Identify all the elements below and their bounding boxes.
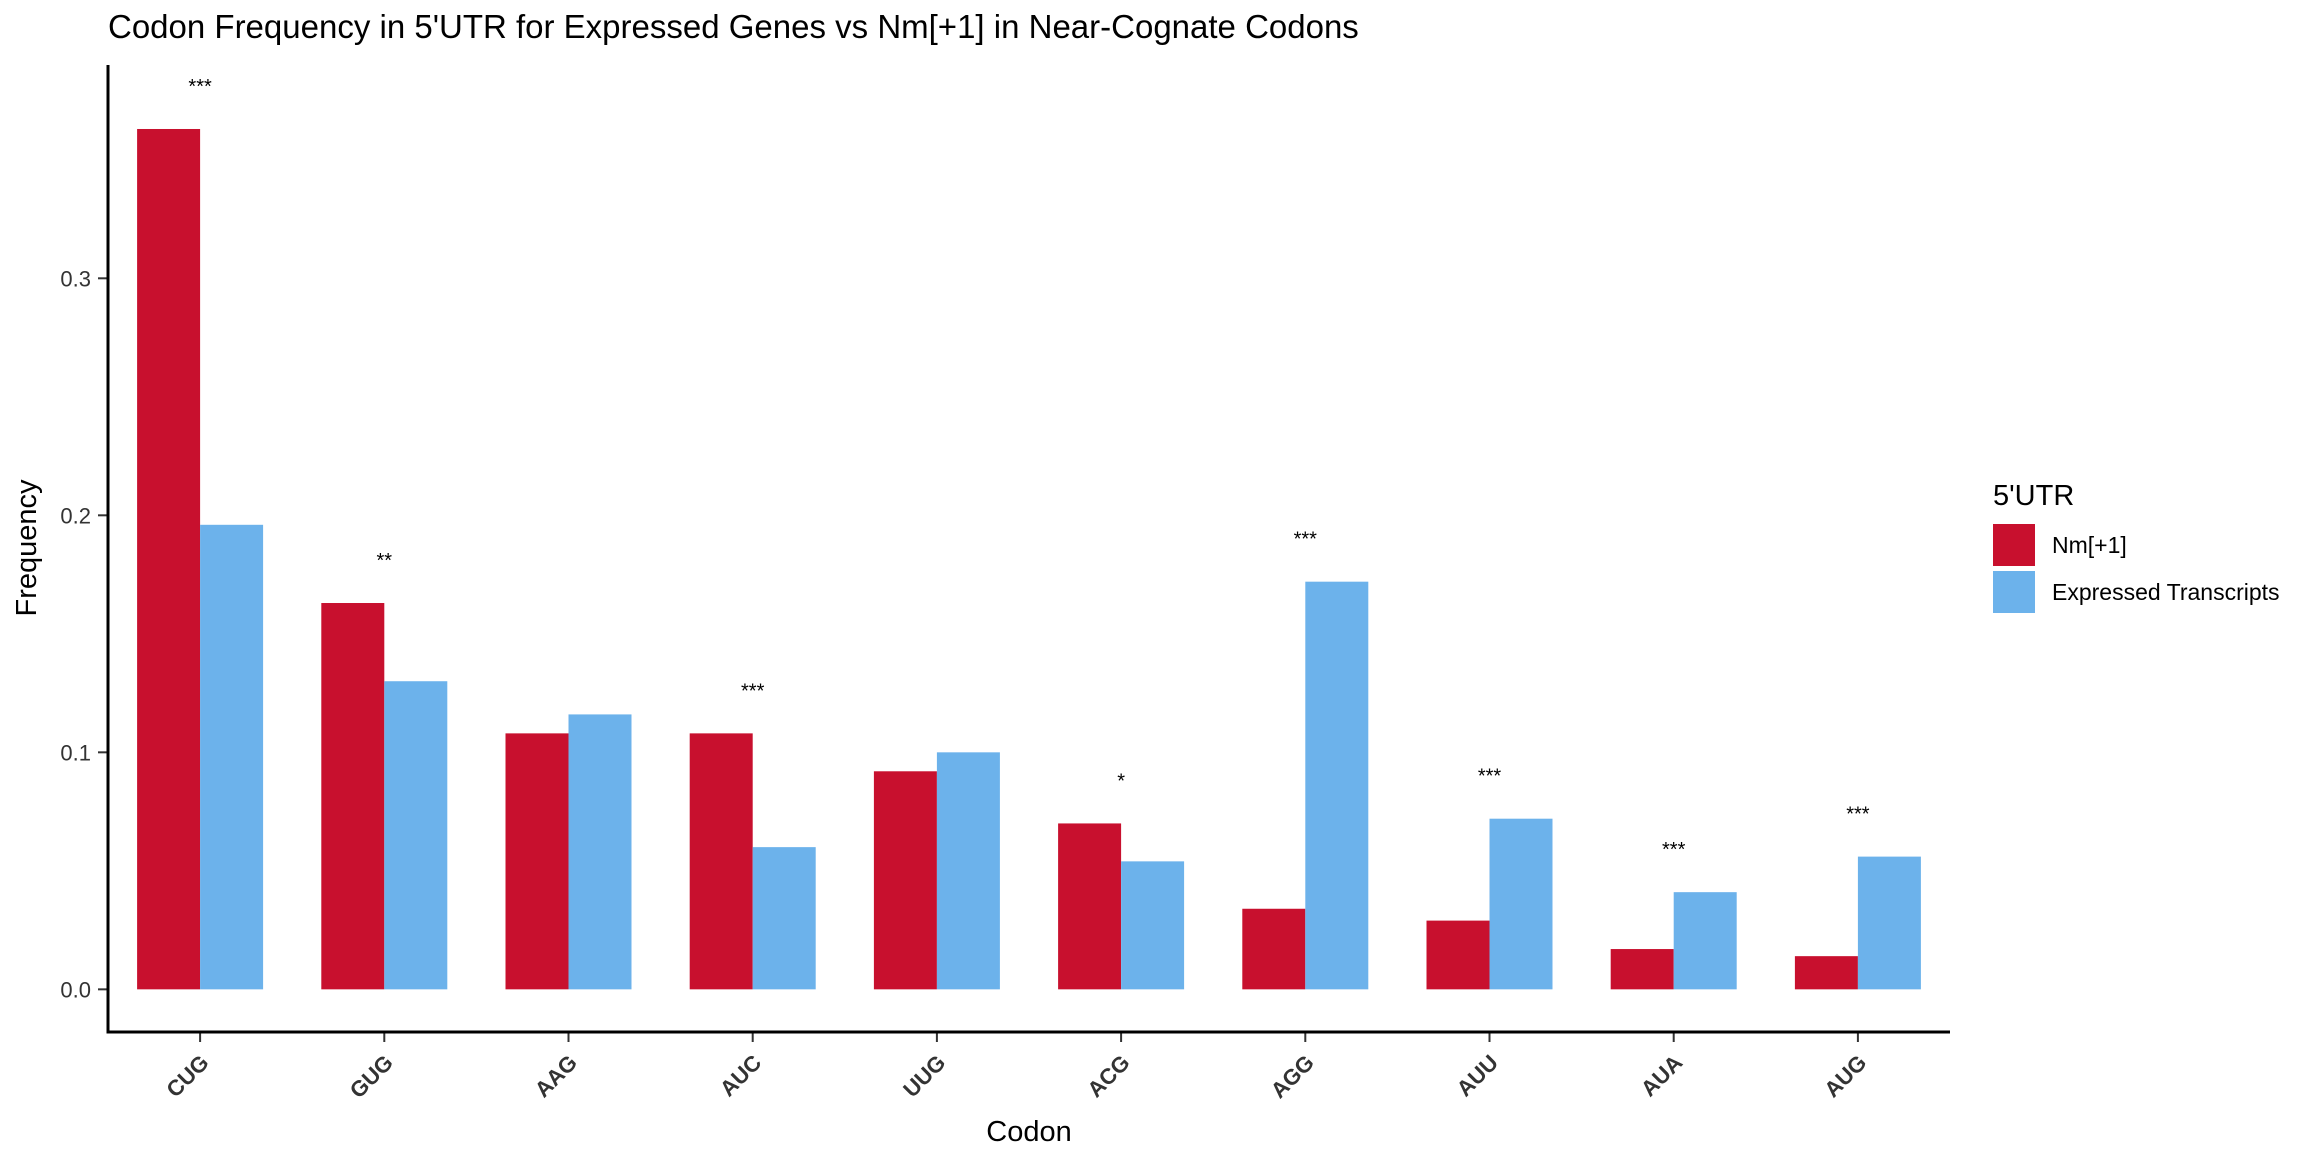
bar-acg-nm1: [1058, 823, 1122, 990]
bar-cug-expressed: [200, 524, 264, 990]
x-tick-label-cug: CUG: [161, 1050, 213, 1102]
bar-gug-nm1: [321, 603, 385, 990]
bar-auc-expressed: [752, 847, 816, 990]
significance-label-auc: ***: [741, 680, 765, 702]
bar-acg-expressed: [1121, 861, 1185, 990]
significance-label-cug: ***: [188, 76, 212, 98]
bar-aug-nm1: [1794, 956, 1858, 990]
bar-aua-nm1: [1610, 949, 1674, 990]
x-tick-label-auc: AUC: [715, 1050, 766, 1101]
x-tick-label-aug: AUG: [1819, 1050, 1871, 1102]
y-tick-label-3: 0.3: [60, 266, 91, 291]
bar-aua-expressed: [1673, 892, 1737, 990]
significance-label-gug: **: [377, 550, 393, 572]
bar-gug-expressed: [384, 681, 448, 990]
chart-title: Codon Frequency in 5'UTR for Expressed G…: [108, 8, 1359, 45]
x-tick-label-acg: ACG: [1082, 1050, 1134, 1102]
significance-label-acg: *: [1117, 770, 1125, 792]
bar-aag-expressed: [568, 714, 632, 990]
x-tick-label-auu: AUU: [1452, 1050, 1503, 1101]
significance-label-aug: ***: [1846, 804, 1870, 826]
bar-cug-nm1: [137, 128, 201, 990]
bar-auu-nm1: [1426, 920, 1490, 990]
bar-agg-expressed: [1305, 581, 1369, 990]
legend-key-expressed: [1993, 571, 2035, 613]
legend-label-nm1: Nm[+1]: [2052, 532, 2127, 558]
x-tick-label-uug: UUG: [898, 1050, 950, 1102]
bar-aug-expressed: [1857, 856, 1921, 990]
legend-title: 5'UTR: [1993, 480, 2074, 512]
significance-label-auu: ***: [1478, 766, 1502, 788]
legend: 5'UTR Nm[+1] Expressed Transcripts: [1993, 480, 2280, 613]
bar-agg-nm1: [1242, 908, 1306, 990]
bar-auc-nm1: [689, 733, 753, 990]
bar-uug-expressed: [936, 752, 1000, 990]
x-tick-label-agg: AGG: [1266, 1050, 1319, 1103]
y-tick-label-2: 0.2: [60, 503, 91, 528]
bar-auu-expressed: [1489, 818, 1553, 990]
x-axis-title: Codon: [986, 1116, 1071, 1148]
x-tick-label-aua: AUA: [1636, 1050, 1687, 1101]
bar-aag-nm1: [505, 733, 569, 990]
plot-area: *********************: [137, 76, 1921, 990]
y-axis-title: Frequency: [11, 479, 43, 617]
x-tick-label-gug: GUG: [345, 1050, 398, 1103]
x-tick-label-aag: AAG: [530, 1050, 582, 1102]
y-tick-label-0: 0.0: [60, 977, 91, 1002]
significance-label-aua: ***: [1662, 839, 1686, 861]
y-tick-label-1: 0.1: [60, 740, 91, 765]
legend-label-expressed: Expressed Transcripts: [2052, 579, 2280, 605]
legend-key-nm1: [1993, 524, 2035, 566]
significance-label-agg: ***: [1294, 529, 1318, 551]
bar-uug-nm1: [873, 771, 937, 990]
